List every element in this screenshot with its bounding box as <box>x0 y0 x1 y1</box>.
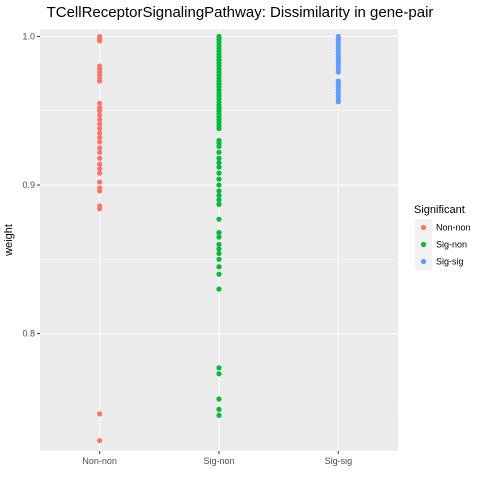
data-point-non-non <box>97 166 103 172</box>
data-point-sig-non <box>216 229 222 236</box>
data-point-non-non <box>97 117 103 123</box>
data-point-non-non <box>97 100 103 106</box>
data-point-sig-non <box>216 182 222 188</box>
data-point-sig-sig <box>335 99 341 105</box>
data-point-sig-non <box>216 216 222 222</box>
data-point-non-non <box>97 161 103 167</box>
x-tick-label: Non-non <box>82 456 117 466</box>
data-point-non-non <box>97 78 103 84</box>
legend-label: Sig-sig <box>436 257 464 267</box>
x-axis-ticks: Non-non Sig-non Sig-sig <box>82 451 352 466</box>
data-point-non-non <box>97 170 103 176</box>
data-point-sig-non <box>216 246 222 252</box>
data-point-non-non <box>97 38 103 44</box>
legend-items: Non-non Sig-non Sig-sig <box>415 219 471 270</box>
data-point-sig-non <box>216 155 222 161</box>
data-point-non-non <box>97 149 103 155</box>
data-point-non-non <box>97 112 103 118</box>
data-point-sig-non <box>216 176 222 182</box>
y-axis-ticks: 0.8 0.9 1.0 <box>22 31 40 339</box>
data-point-non-non <box>97 130 103 136</box>
data-point-non-non <box>97 206 103 212</box>
data-point-sig-non <box>216 164 222 170</box>
data-point-sig-non <box>216 264 222 270</box>
data-point-sig-sig <box>335 69 341 75</box>
data-point-non-non <box>97 155 103 161</box>
data-points <box>97 33 341 444</box>
data-point-non-non <box>97 125 103 132</box>
data-point-non-non <box>97 188 103 194</box>
legend-label: Sig-non <box>436 240 467 250</box>
data-point-sig-non <box>216 286 222 292</box>
data-point-non-non <box>97 145 103 151</box>
y-axis-title: weight <box>3 224 15 257</box>
legend-key-non-non <box>420 224 427 231</box>
x-tick-label: Sig-sig <box>325 456 353 466</box>
data-point-sig-non <box>216 201 222 207</box>
data-point-sig-non <box>216 143 222 149</box>
data-point-sig-non <box>216 170 222 176</box>
legend-key-sig-non <box>420 241 427 248</box>
data-point-sig-non <box>216 234 222 240</box>
legend: Significant Non-non Sig-non Sig-sig <box>414 204 471 270</box>
data-point-sig-non <box>216 371 222 377</box>
legend-title: Significant <box>414 204 465 216</box>
data-point-non-non <box>97 179 103 185</box>
data-point-sig-non <box>216 365 222 371</box>
data-point-sig-non <box>216 256 222 262</box>
data-point-sig-non <box>216 188 222 194</box>
data-point-sig-non <box>216 412 222 418</box>
data-point-sig-non <box>216 396 222 402</box>
data-point-non-non <box>97 134 103 141</box>
data-point-sig-non <box>216 125 222 132</box>
data-point-sig-non <box>216 160 222 166</box>
data-point-non-non <box>97 139 103 145</box>
data-point-non-non <box>97 108 103 114</box>
data-point-non-non <box>97 437 103 444</box>
data-point-sig-non <box>216 149 222 155</box>
x-tick-label: Sig-non <box>203 456 234 466</box>
chart-title: TCellReceptorSignalingPathway: Dissimila… <box>47 4 434 21</box>
data-point-sig-non <box>216 271 222 277</box>
data-point-non-non <box>97 121 103 127</box>
y-tick-label: 0.8 <box>22 329 35 339</box>
data-point-sig-non <box>216 406 222 412</box>
y-tick-label: 1.0 <box>22 31 35 41</box>
data-point-sig-non <box>216 241 222 248</box>
legend-label: Non-non <box>436 223 471 233</box>
data-point-sig-non <box>216 250 222 256</box>
data-point-sig-non <box>216 192 222 199</box>
legend-key-sig-sig <box>420 258 427 265</box>
data-point-non-non <box>97 411 103 417</box>
data-point-sig-non <box>216 197 222 203</box>
y-tick-label: 0.9 <box>22 180 35 190</box>
